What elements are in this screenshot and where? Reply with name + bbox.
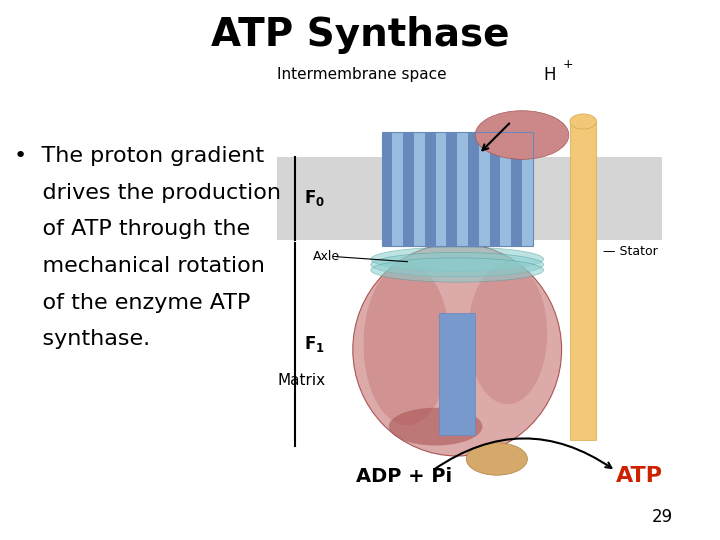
- Ellipse shape: [389, 408, 482, 445]
- Bar: [436, 132, 446, 246]
- Bar: [382, 132, 392, 246]
- Ellipse shape: [371, 253, 544, 276]
- Bar: [382, 132, 533, 246]
- Bar: [468, 132, 479, 246]
- Ellipse shape: [468, 262, 547, 404]
- Text: mechanical rotation: mechanical rotation: [14, 256, 265, 276]
- Text: Intermembrane space: Intermembrane space: [277, 67, 447, 82]
- Bar: [457, 132, 468, 246]
- Bar: [392, 132, 403, 246]
- Ellipse shape: [475, 111, 569, 159]
- Text: of the enzyme ATP: of the enzyme ATP: [14, 293, 251, 313]
- Ellipse shape: [570, 114, 597, 129]
- Ellipse shape: [364, 263, 450, 426]
- Text: ATP: ATP: [616, 466, 662, 487]
- Ellipse shape: [353, 244, 562, 456]
- Ellipse shape: [371, 247, 544, 271]
- Text: Axle: Axle: [313, 250, 341, 263]
- Bar: [439, 313, 475, 435]
- Bar: [479, 132, 490, 246]
- Bar: [511, 132, 522, 246]
- Text: +: +: [563, 58, 574, 71]
- Bar: [414, 132, 425, 246]
- Text: synthase.: synthase.: [14, 329, 150, 349]
- Text: drives the production: drives the production: [14, 183, 282, 202]
- Text: ADP + Pi: ADP + Pi: [356, 467, 453, 486]
- Text: •  The proton gradient: • The proton gradient: [14, 146, 264, 166]
- Bar: [403, 132, 414, 246]
- Bar: [570, 122, 596, 440]
- Text: ATP Synthase: ATP Synthase: [211, 16, 509, 54]
- Text: $\mathbf{F_1}$: $\mathbf{F_1}$: [304, 334, 325, 354]
- Bar: [425, 132, 436, 246]
- Bar: [522, 132, 533, 246]
- Ellipse shape: [371, 258, 544, 282]
- Text: of ATP through the: of ATP through the: [14, 219, 251, 239]
- Bar: [446, 132, 457, 246]
- Text: 29: 29: [652, 508, 673, 526]
- Text: $\mathbf{F_0}$: $\mathbf{F_0}$: [304, 188, 325, 208]
- Bar: [500, 132, 511, 246]
- Text: — Stator: — Stator: [603, 245, 658, 258]
- Bar: [277, 157, 662, 240]
- Bar: [490, 132, 500, 246]
- Ellipse shape: [467, 443, 528, 475]
- Text: H: H: [544, 65, 556, 84]
- Text: Matrix: Matrix: [277, 373, 325, 388]
